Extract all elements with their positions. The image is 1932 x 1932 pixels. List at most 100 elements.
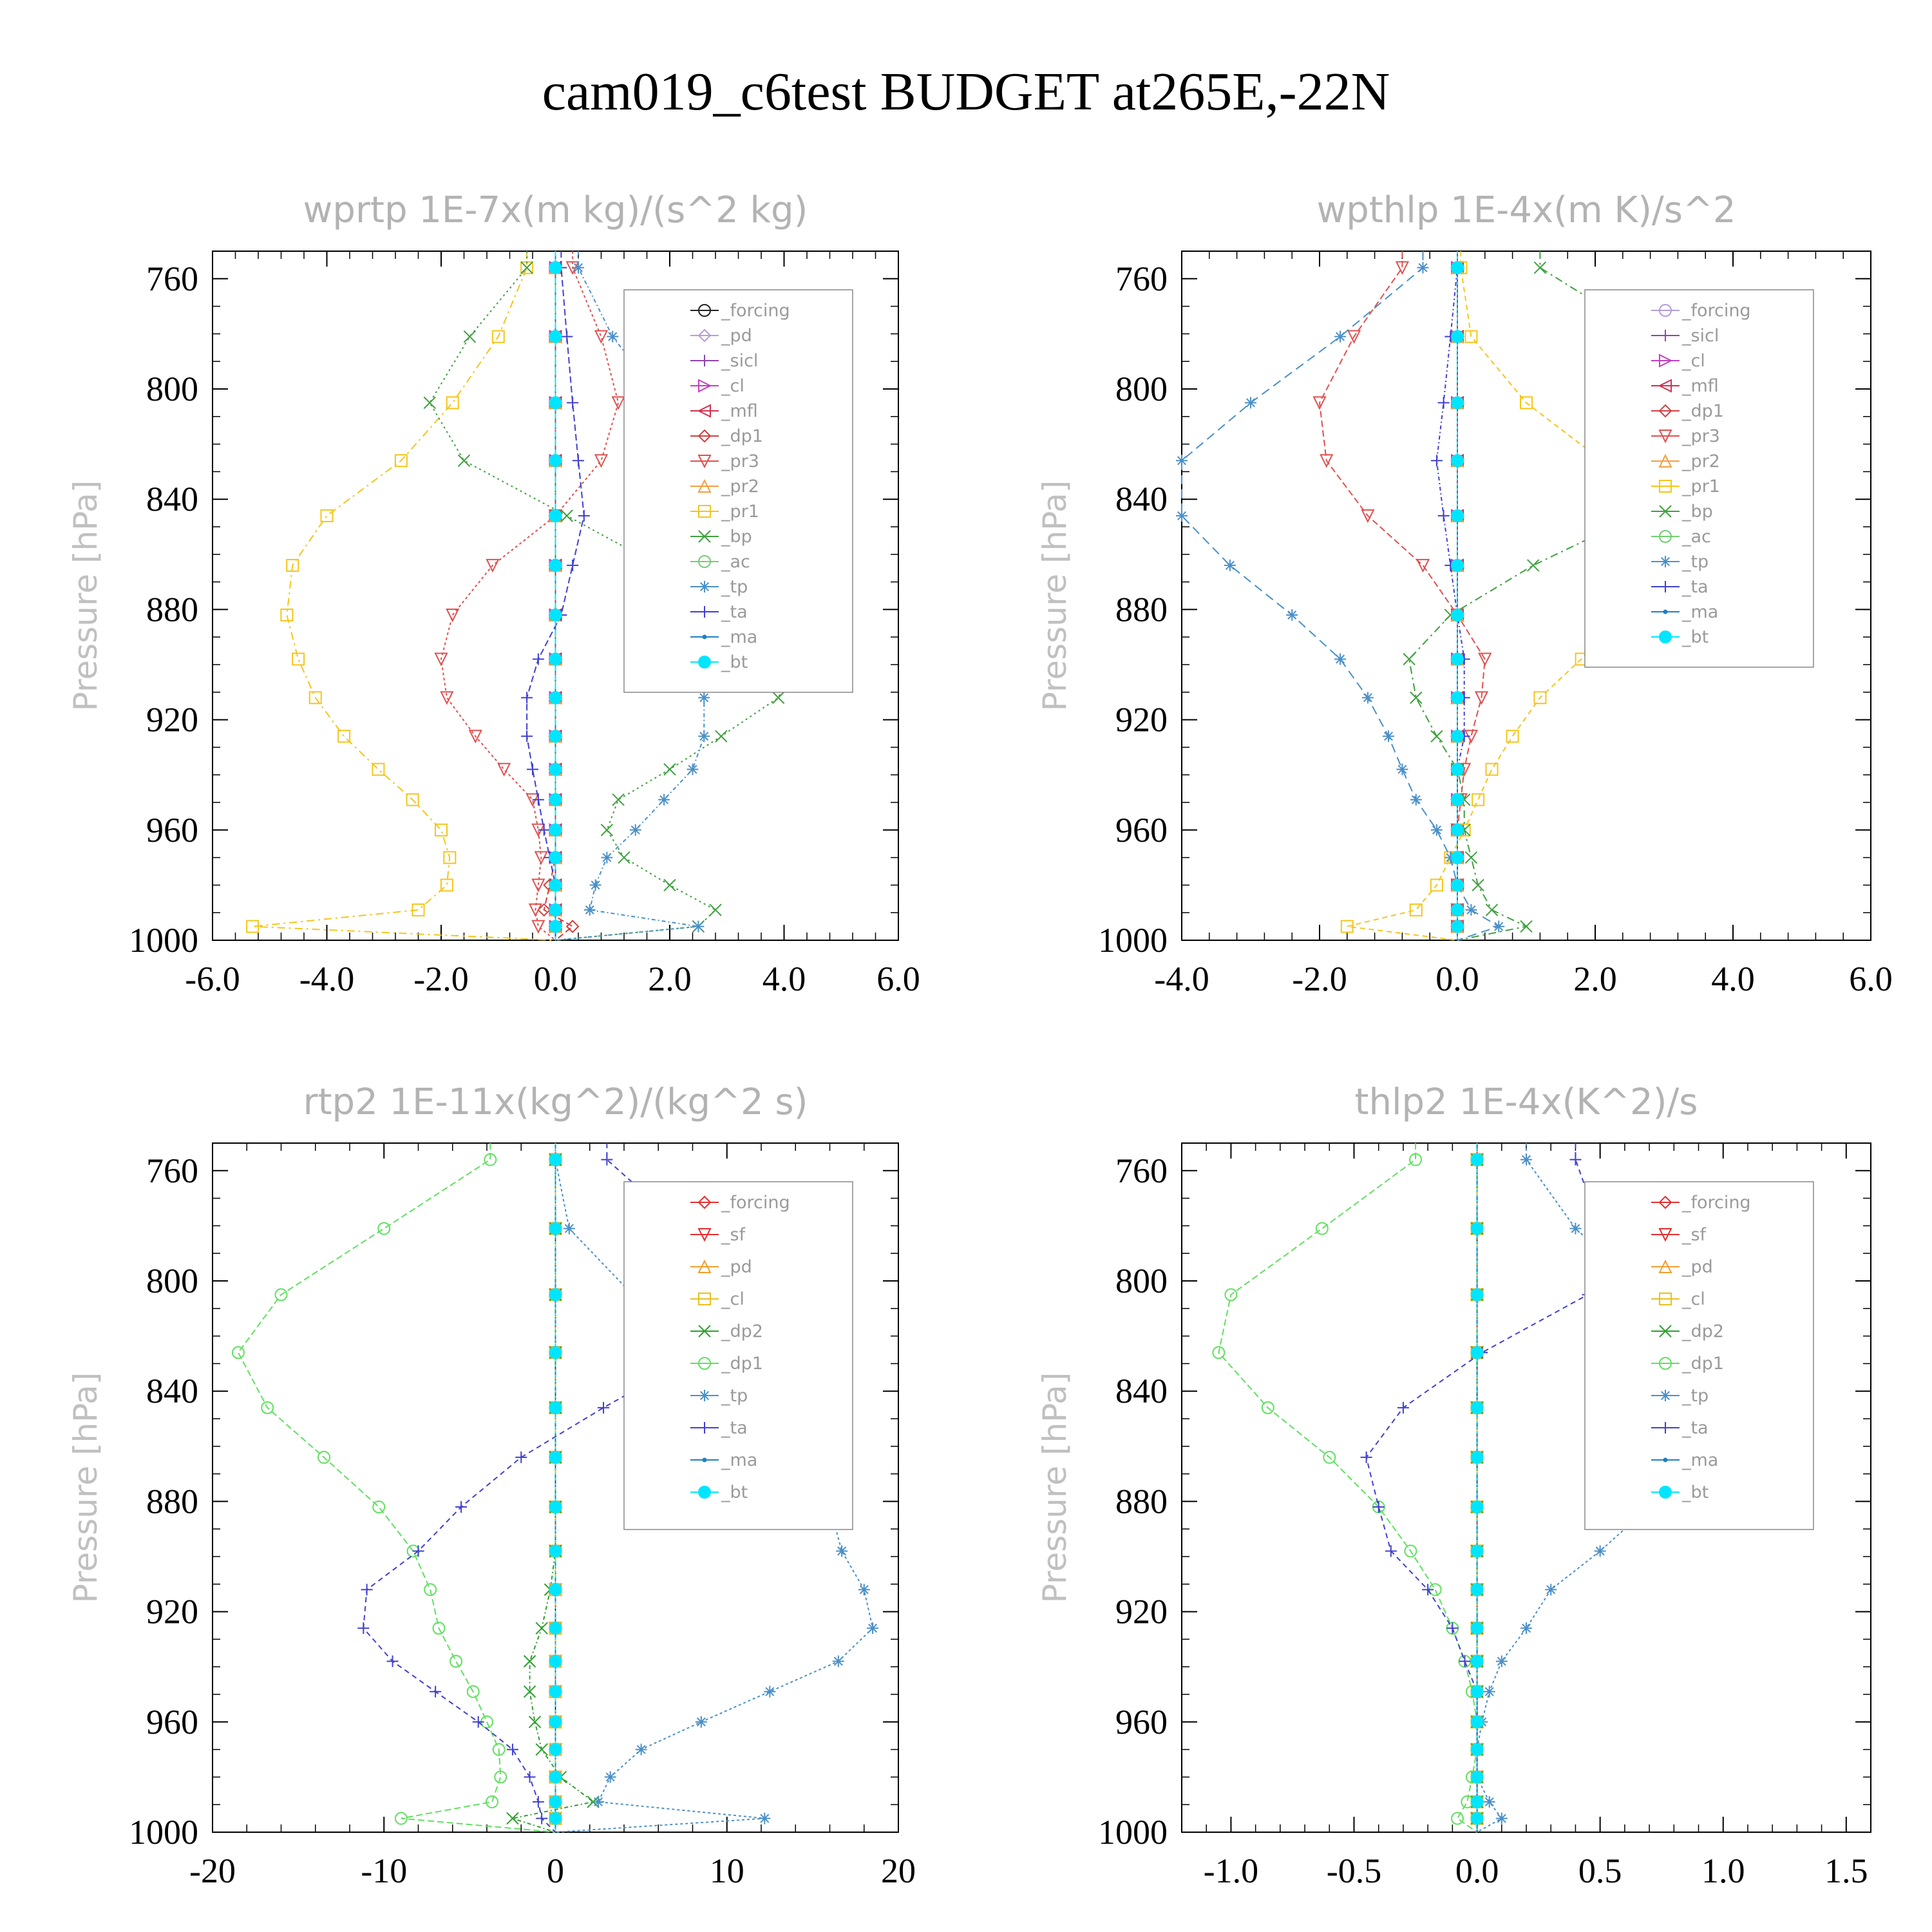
y-tick-label: 1000 [129, 921, 198, 960]
series-line [1347, 251, 1644, 941]
legend-marker [1658, 453, 1672, 468]
data-point [261, 1401, 274, 1414]
data-point [484, 1153, 497, 1166]
data-point [231, 1346, 245, 1359]
data-point [629, 824, 641, 836]
data-point [1470, 1544, 1484, 1558]
legend-box [1584, 289, 1814, 668]
series-line [1218, 1143, 1478, 1833]
data-point [1451, 1812, 1464, 1825]
data-point [1451, 608, 1464, 621]
data-point [1430, 455, 1443, 467]
legend-marker [1663, 1457, 1668, 1463]
data-point [1470, 1583, 1484, 1596]
data-point [1451, 558, 1464, 572]
data-point [537, 903, 551, 917]
panel-3: rtp2 1E-11x(kg^2)/(kg^2 s) Pressure [hPa]… [67, 1081, 916, 1890]
y-tick-label: 920 [146, 1593, 198, 1631]
legend-marker [1658, 480, 1672, 493]
data-point [1451, 878, 1464, 892]
data-point [549, 1401, 562, 1414]
data-point [573, 455, 584, 467]
data-point [549, 793, 562, 806]
legend-label: _ta [1681, 1418, 1709, 1438]
data-point [1451, 261, 1464, 274]
data-point [560, 509, 573, 522]
data-point [506, 1743, 518, 1756]
legend-marker [1658, 379, 1672, 393]
data-point [601, 1153, 613, 1166]
series-pr3 [434, 251, 625, 941]
data-point [1451, 920, 1464, 933]
data-point [1451, 454, 1464, 468]
data-point [1361, 692, 1374, 704]
series-line [252, 251, 556, 941]
data-point [1493, 920, 1505, 933]
data-point [1286, 609, 1298, 621]
legend-label: _tp [1681, 1386, 1709, 1406]
legend-marker [1658, 354, 1673, 368]
y-tick-label: 760 [1115, 260, 1168, 298]
legend-label: _pr1 [1681, 477, 1720, 497]
y-tick-label: 920 [1115, 701, 1168, 739]
legend-marker [698, 379, 712, 393]
data-point [549, 1685, 562, 1698]
legend-label: _pr2 [721, 477, 759, 497]
legend-label: _sicl [721, 351, 758, 371]
legend-marker [697, 1259, 712, 1273]
data-point [308, 691, 322, 705]
legend-marker [698, 1486, 711, 1499]
y-tick-label: 840 [1115, 480, 1168, 518]
x-tick-label: 0.5 [1578, 1852, 1622, 1890]
data-point [492, 1743, 506, 1756]
legend-marker [1659, 505, 1672, 518]
data-point [1545, 1584, 1557, 1596]
data-point [635, 1743, 647, 1756]
data-point [1261, 1401, 1274, 1414]
data-point [549, 1795, 562, 1808]
legend-label: _forcing [1681, 1193, 1751, 1213]
legend-label: _ac [721, 552, 750, 572]
y-axis-label: Pressure [hPa] [67, 480, 104, 712]
legend-label: _pd [721, 1257, 752, 1277]
series-bt [549, 251, 562, 940]
legend-marker [698, 304, 711, 317]
data-point [592, 1795, 605, 1808]
x-tick-label: -1.0 [1204, 1852, 1258, 1890]
data-point [423, 396, 436, 410]
legend-label: _bp [721, 527, 752, 547]
data-point [1334, 330, 1347, 343]
data-point [1320, 454, 1334, 468]
data-point [520, 261, 533, 274]
series-line [543, 251, 574, 941]
data-point [1533, 261, 1547, 274]
x-tick-label: 2.0 [1573, 960, 1617, 998]
series-line [237, 1143, 556, 1833]
data-point [528, 903, 543, 918]
data-point [320, 509, 334, 522]
panel-4: thlp2 1E-4x(K^2)/s Pressure [hPa] 760 800 84… [1036, 1081, 1871, 1890]
data-point [372, 1500, 386, 1513]
panel-title: thlp2 1E-4x(K^2)/s [1355, 1081, 1698, 1123]
data-point [565, 920, 580, 934]
data-point [1533, 691, 1547, 705]
legend-marker [1659, 1325, 1672, 1338]
data-point [698, 730, 710, 743]
data-point [1483, 1685, 1495, 1698]
legend-marker [699, 606, 710, 618]
legend-marker [1659, 330, 1671, 341]
x-tick-label: 4.0 [1711, 960, 1755, 998]
data-point [1410, 793, 1422, 806]
data-point [1385, 1545, 1397, 1557]
data-point [1485, 762, 1499, 776]
data-point [549, 1222, 562, 1235]
data-point [772, 691, 785, 705]
data-point [563, 1222, 575, 1235]
data-point [698, 692, 710, 704]
panel-title: wpthlp 1E-4x(m K)/s^2 [1316, 189, 1736, 231]
data-point [536, 1812, 548, 1824]
legend-label: _forcing [721, 1193, 790, 1213]
data-point [394, 1812, 408, 1825]
data-point [506, 1812, 519, 1825]
y-tick-label: 1000 [1098, 921, 1168, 960]
